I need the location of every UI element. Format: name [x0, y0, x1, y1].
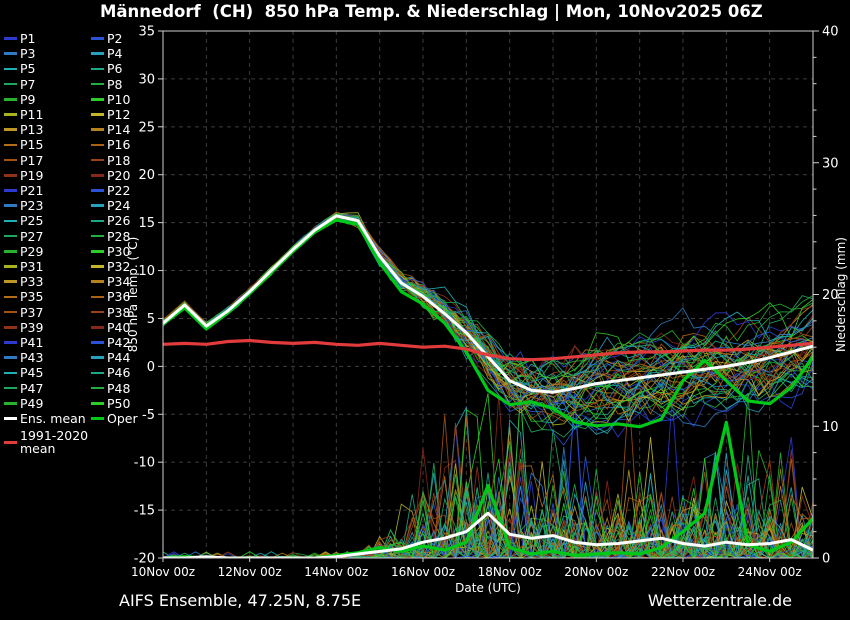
x-tick-label: 14Nov 00z	[304, 565, 368, 579]
weather-chart-figure: Männedorf (CH) 850 hPa Temp. & Niedersch…	[0, 0, 850, 620]
gridlines	[163, 31, 813, 558]
precip-tick-label: 40	[822, 25, 839, 40]
temp-tick-label: -15	[134, 504, 155, 519]
x-axis-title: Date (UTC)	[455, 581, 521, 595]
ens-mean-temp-line	[163, 216, 813, 392]
temp-tick-label: 20	[138, 168, 155, 183]
temp-tick-label: -5	[142, 408, 155, 423]
temp-tick-label: 15	[138, 216, 155, 231]
x-tick-label: 18Nov 00z	[478, 565, 542, 579]
temp-tick-label: 5	[147, 312, 155, 327]
temp-tick-label: 10	[138, 264, 155, 279]
member-precip-lines	[163, 393, 813, 558]
site-credit: Wetterzentrale.de	[648, 591, 792, 610]
x-tick-label: 24Nov 00z	[738, 565, 802, 579]
temp-tick-label: 0	[147, 360, 155, 375]
x-tick-label: 20Nov 00z	[564, 565, 628, 579]
temp-tick-label: 25	[138, 120, 155, 135]
x-tick-label: 16Nov 00z	[391, 565, 455, 579]
precip-tick-label: 10	[822, 420, 839, 435]
precip-tick-label: 0	[822, 552, 830, 567]
precip-tick-label: 30	[822, 156, 839, 171]
temp-tick-label: 35	[138, 25, 155, 40]
temp-tick-label: 30	[138, 72, 155, 87]
left-axis-title: 850 hPa Temp. (°C)	[126, 237, 140, 353]
temp-tick-label: -10	[134, 456, 155, 471]
x-tick-label: 10Nov 00z	[131, 565, 195, 579]
x-tick-label: 22Nov 00z	[651, 565, 715, 579]
plot-area: 35302520151050-5-10-15-2040302010010Nov …	[0, 0, 850, 620]
model-info: AIFS Ensemble, 47.25N, 8.75E	[119, 591, 361, 610]
member-temp-lines	[163, 212, 813, 445]
right-axis-title: Niederschlag (mm)	[834, 237, 848, 352]
x-tick-label: 12Nov 00z	[218, 565, 282, 579]
